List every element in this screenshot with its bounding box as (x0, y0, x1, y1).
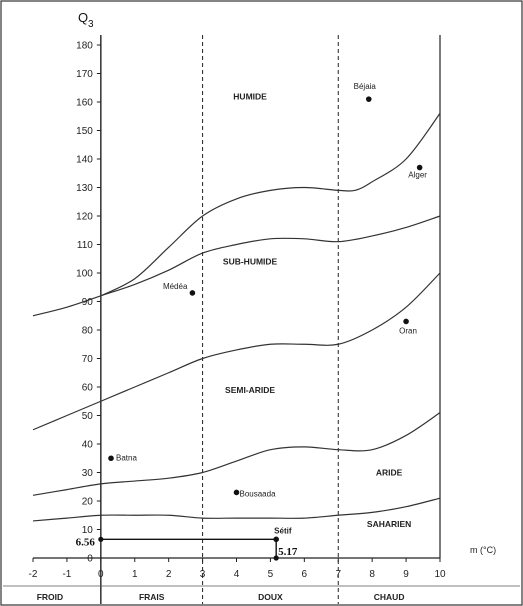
station-point-bousaada (233, 489, 240, 496)
y-axis-title-subscript: 3 (88, 19, 94, 30)
boundary-humide-subhumide (100, 113, 441, 297)
y-tick-label-170: 170 (76, 69, 93, 80)
station-point-batna (108, 455, 114, 462)
zone-label-humide: HUMIDE (233, 91, 267, 101)
x-tick-label-3: 3 (200, 569, 206, 580)
zone-label-sub-humide: SUB-HUMIDE (223, 257, 278, 267)
thermal-label-froid: FROID (37, 592, 63, 602)
boundary-semiaride-aride (32, 272, 441, 431)
x-tick-label-0: 0 (98, 569, 104, 580)
thermal-label-frais: FRAIS (139, 592, 165, 602)
y-tick-label-140: 140 (76, 155, 93, 166)
boundary-aride-saharien (32, 412, 441, 496)
y-tick-label-180: 180 (76, 41, 93, 52)
x-axis-unit: m (°C) (470, 545, 496, 555)
x-tick-label--2: -2 (29, 569, 38, 580)
x-tick-label-1: 1 (132, 569, 138, 580)
x-tick-label-2: 2 (166, 569, 172, 580)
y-tick-label-0: 0 (87, 554, 93, 565)
y-axis-title: Q (78, 10, 88, 25)
highlight-x-marker (273, 555, 279, 561)
thermal-label-doux: DOUX (258, 592, 283, 602)
x-tick-label-8: 8 (369, 569, 375, 580)
x-tick-label-7: 7 (335, 569, 341, 580)
boundary-subhumide-semiaride (32, 215, 441, 317)
x-tick-label-10: 10 (434, 569, 446, 580)
y-tick-label-110: 110 (77, 240, 93, 251)
y-tick-label-90: 90 (82, 297, 94, 308)
station-label-sétif: Sétif (274, 526, 292, 535)
station-label-médéa: Médéa (163, 282, 188, 291)
y-tick-label-30: 30 (82, 468, 94, 479)
y-tick-label-150: 150 (76, 126, 93, 137)
zone-label-semi-aride: SEMI-ARIDE (225, 385, 275, 395)
station-label-alger: Alger (408, 171, 427, 180)
highlight-y-label: 6.56 (76, 536, 96, 548)
x-tick-label-6: 6 (302, 569, 308, 580)
zone-label-saharien: SAHARIEN (367, 519, 411, 529)
y-tick-label-130: 130 (76, 183, 93, 194)
station-point-médéa (189, 290, 196, 296)
y-tick-label-80: 80 (82, 326, 94, 337)
y-tick-label-40: 40 (82, 440, 94, 451)
y-tick-label-10: 10 (82, 525, 94, 536)
y-tick-label-50: 50 (82, 411, 94, 422)
highlight-x-label: 5.17 (278, 546, 298, 558)
station-point-alger (416, 164, 423, 171)
station-point-oran (403, 318, 409, 325)
station-label-béjaia: Béjaia (354, 82, 377, 91)
y-tick-label-70: 70 (82, 354, 94, 365)
x-tick-label-5: 5 (268, 569, 274, 580)
x-tick-label--1: -1 (62, 569, 71, 580)
station-label-bousaada: Bousaada (240, 489, 277, 498)
y-tick-label-20: 20 (82, 497, 94, 508)
y-tick-label-120: 120 (76, 212, 93, 223)
zone-label-aride: ARIDE (376, 468, 403, 478)
x-tick-label-9: 9 (403, 569, 409, 580)
y-tick-label-60: 60 (82, 383, 94, 394)
highlight-y-marker (98, 536, 104, 542)
y-tick-label-160: 160 (76, 98, 93, 109)
station-label-batna: Batna (116, 453, 137, 462)
thermal-label-chaud: CHAUD (374, 592, 405, 602)
station-label-oran: Oran (399, 326, 417, 335)
x-tick-label-4: 4 (234, 569, 240, 580)
station-point-béjaia (365, 96, 372, 102)
boundary-saharien-lower (32, 497, 441, 522)
y-tick-label-100: 100 (76, 269, 93, 280)
